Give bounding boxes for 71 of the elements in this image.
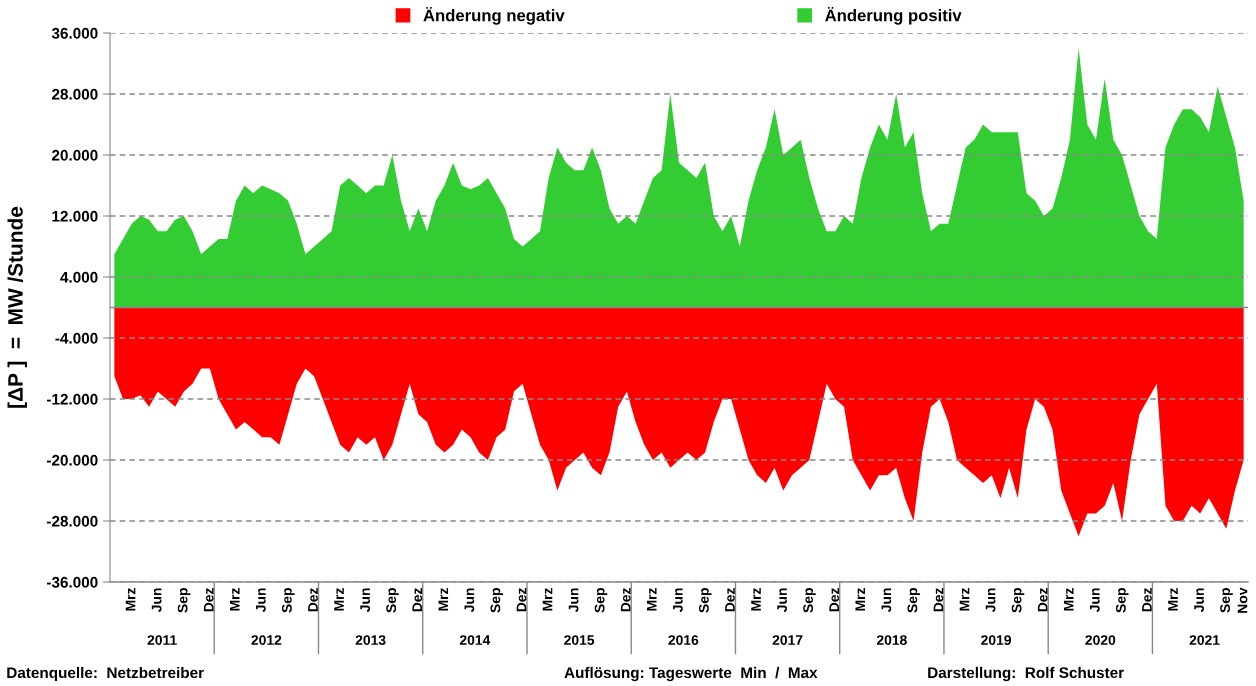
x-tick-label: Dez — [516, 588, 527, 612]
x-tick-label: Dez — [203, 588, 214, 612]
x-tick-label: Sep — [177, 588, 191, 613]
x-tick-label: Dez — [620, 588, 631, 612]
x-tick-label: Mrz — [1063, 588, 1074, 611]
x2-tick-label: 2017 — [772, 635, 803, 645]
x-tick-label: Mrz — [855, 588, 866, 611]
y-tick-label: -28.000 — [46, 515, 98, 527]
x-tick-label: Sep — [1011, 588, 1025, 613]
x-tick-label: Jun — [360, 588, 370, 613]
x-tick-label: Dez — [829, 588, 840, 612]
y-tick-label: -12.000 — [46, 393, 98, 405]
x-tick-label: Mrz — [646, 588, 657, 611]
x2-tick-label: 2021 — [1189, 635, 1220, 645]
x-tick-label: Dez — [1037, 588, 1048, 612]
x-tick-label: Sep — [386, 588, 399, 613]
y-tick-label: -20.000 — [46, 454, 98, 466]
x-tick-label: Sep — [490, 588, 504, 613]
x2-tick-label: 2011 — [147, 635, 177, 645]
x-tick-label: Dez — [933, 588, 944, 612]
x-tick-label: Sep — [1115, 588, 1129, 613]
x-tick-label: Mrz — [1168, 588, 1178, 611]
x-tick-label: Sep — [1220, 588, 1233, 613]
x2-tick-label: 2018 — [876, 635, 907, 645]
x2-tick-label: 2014 — [459, 635, 491, 645]
x-tick-label: Mrz — [438, 588, 449, 611]
x-tick-label: Jun — [985, 588, 996, 613]
x2-tick-label: 2013 — [355, 635, 386, 645]
y-tick-label: -4.000 — [55, 332, 98, 344]
x-tick-label: Mrz — [959, 588, 970, 611]
x-tick-label: Mrz — [542, 588, 553, 611]
x-tick-label: Jun — [151, 588, 162, 613]
x2-tick-label: 2019 — [981, 635, 1012, 645]
text: Darstellung: Rolf Schuster — [928, 666, 1124, 682]
x2-tick-label: 2015 — [564, 635, 595, 645]
x-tick-label: Jun — [256, 588, 266, 613]
legend-label: Änderung negativ — [423, 6, 565, 25]
x-tick-label: Sep — [907, 588, 921, 613]
x-tick-label: Dez — [725, 588, 735, 612]
x-tick-label: Mrz — [230, 588, 240, 611]
y-tick-label: 36.000 — [51, 27, 98, 39]
x-tick-label: Jun — [1090, 588, 1100, 613]
x-tick-label: Mrz — [751, 588, 761, 611]
x-tick-label: Jun — [568, 588, 579, 613]
x2-tick-label: 2016 — [668, 635, 699, 645]
x-tick-label: Dez — [308, 588, 318, 612]
x-tick-label: Dez — [1142, 588, 1152, 612]
y-tick-label: 28.000 — [52, 88, 98, 100]
x-tick-label: Sep — [698, 588, 712, 613]
x-tick-label: Jun — [673, 588, 683, 613]
x-tick-label: Mrz — [334, 588, 344, 611]
x-tick-label: Sep — [803, 588, 816, 613]
x-tick-label: Jun — [1194, 588, 1204, 613]
x-tick-label: Sep — [281, 588, 295, 613]
x-tick-label: Jun — [464, 588, 475, 613]
text: Auflösung: Tageswerte Min / Max — [564, 666, 818, 682]
y-axis-title: [ΔP ] = MW /Stunde — [7, 206, 27, 408]
x-tick-label: Mrz — [125, 588, 136, 611]
y-tick-label: -36.000 — [46, 576, 98, 588]
x-tick-label: Jun — [881, 588, 892, 613]
x-tick-label: Sep — [594, 588, 608, 613]
y-tick-label: 4.000 — [60, 271, 98, 283]
x2-tick-label: 2012 — [251, 635, 282, 645]
legend-label: Änderung positiv — [825, 6, 962, 25]
y-tick-label: 20.000 — [52, 149, 98, 161]
y-tick-label: 12.000 — [52, 210, 98, 222]
x-tick-label: Nov — [1237, 587, 1248, 613]
x2-tick-label: 2020 — [1085, 635, 1116, 645]
x-tick-label: Jun — [777, 588, 787, 613]
text: Datenquelle: Netzbetreiber — [7, 666, 204, 682]
x-tick-label: Dez — [412, 588, 423, 612]
